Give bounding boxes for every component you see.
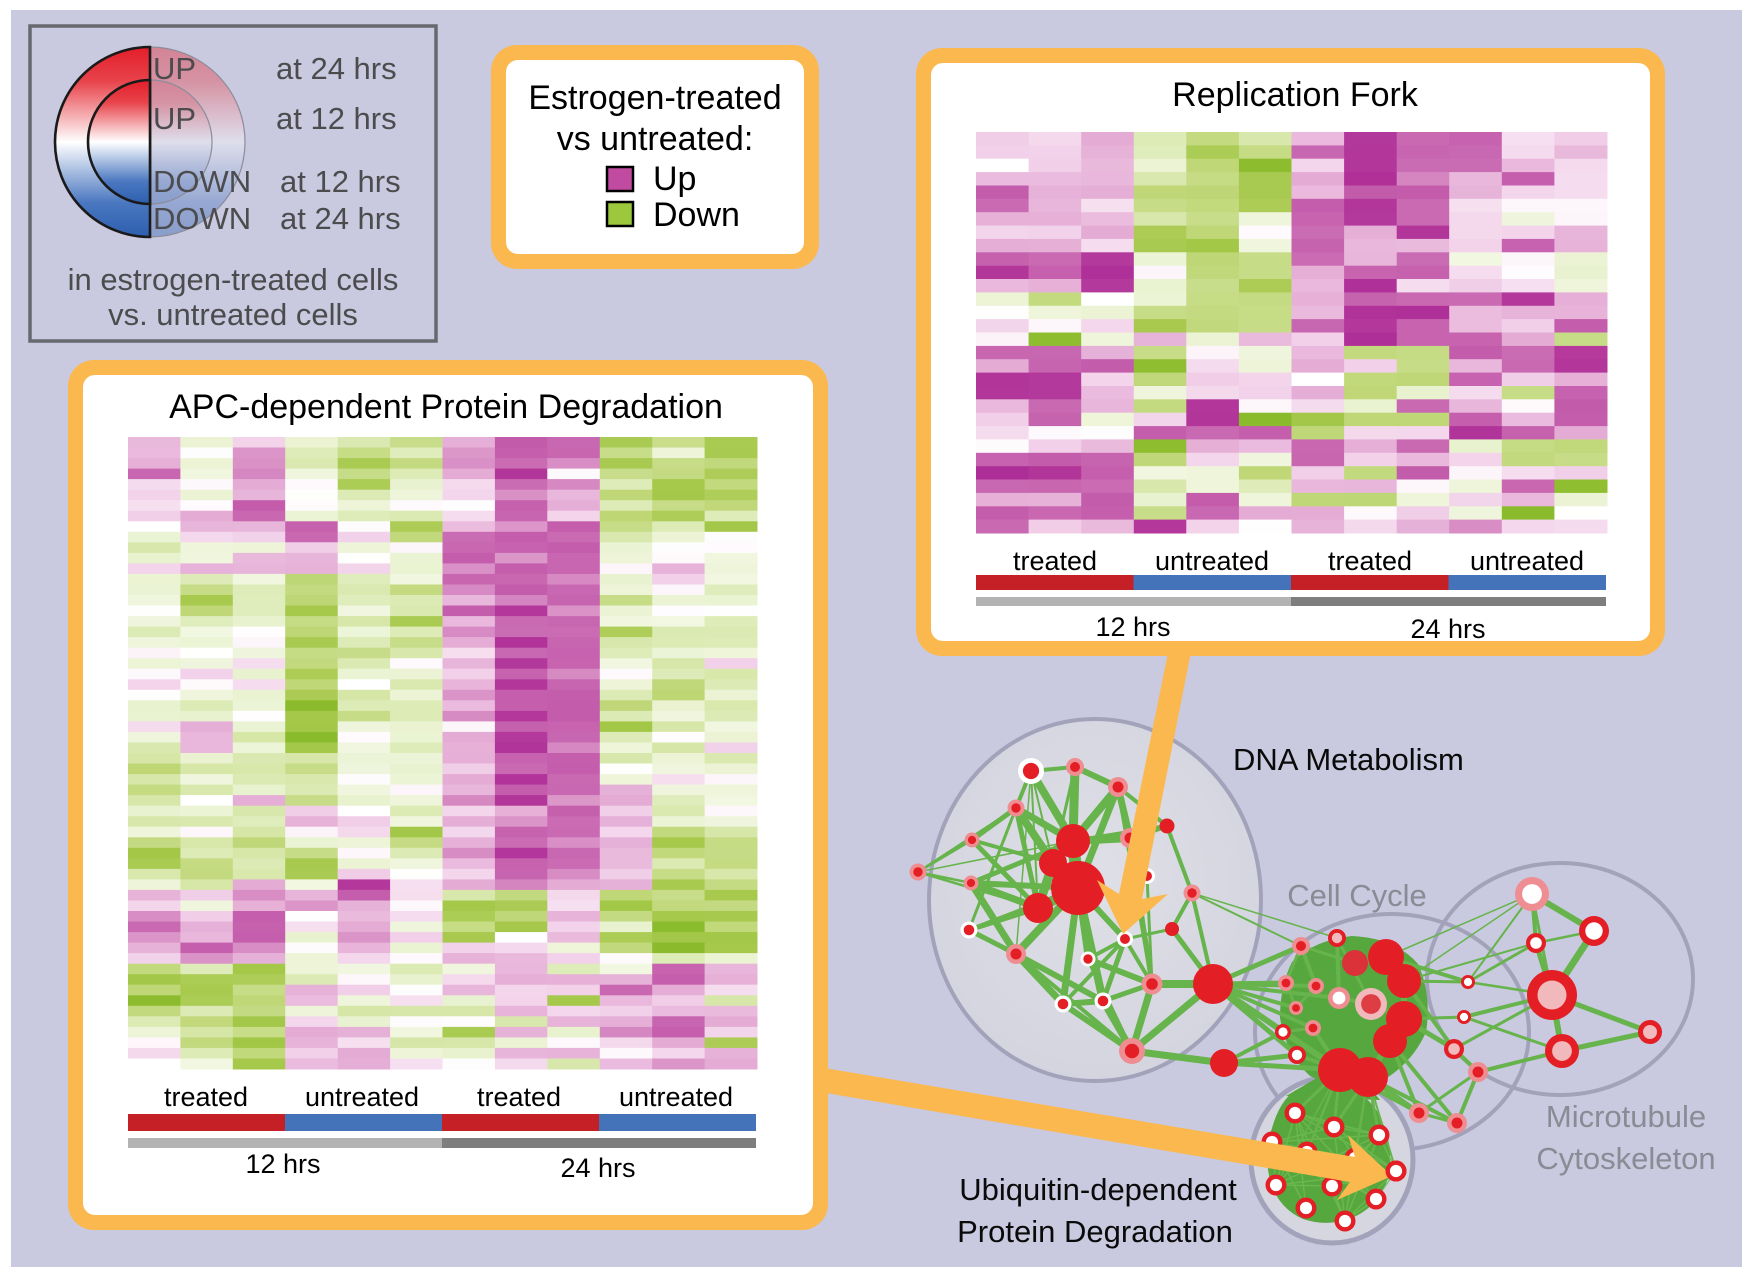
svg-text:at 12 hrs: at 12 hrs bbox=[280, 164, 401, 199]
svg-text:DNA Metabolism: DNA Metabolism bbox=[1233, 742, 1464, 777]
svg-text:untreated: untreated bbox=[1155, 546, 1269, 576]
svg-text:Cell Cycle: Cell Cycle bbox=[1287, 878, 1427, 913]
svg-text:Up: Up bbox=[653, 160, 696, 198]
svg-text:UP: UP bbox=[153, 101, 196, 136]
svg-text:at 12 hrs: at 12 hrs bbox=[276, 101, 397, 136]
svg-text:Replication Fork: Replication Fork bbox=[1172, 76, 1419, 114]
svg-text:Down: Down bbox=[653, 196, 740, 234]
svg-text:vs untreated:: vs untreated: bbox=[557, 120, 754, 158]
svg-text:DOWN: DOWN bbox=[153, 201, 251, 236]
svg-text:untreated: untreated bbox=[1470, 546, 1584, 576]
svg-text:treated: treated bbox=[1013, 546, 1097, 576]
svg-text:treated: treated bbox=[1328, 546, 1412, 576]
svg-text:in estrogen-treated cells: in estrogen-treated cells bbox=[68, 262, 399, 297]
svg-text:vs. untreated cells: vs. untreated cells bbox=[108, 297, 358, 332]
svg-text:12 hrs: 12 hrs bbox=[1095, 612, 1170, 642]
svg-text:treated: treated bbox=[477, 1082, 561, 1112]
svg-text:at 24 hrs: at 24 hrs bbox=[280, 201, 401, 236]
svg-text:DOWN: DOWN bbox=[153, 164, 251, 199]
svg-text:untreated: untreated bbox=[619, 1082, 733, 1112]
svg-text:Microtubule: Microtubule bbox=[1546, 1099, 1706, 1134]
svg-text:24 hrs: 24 hrs bbox=[1410, 614, 1485, 644]
svg-text:UP: UP bbox=[153, 51, 196, 86]
svg-text:Cytoskeleton: Cytoskeleton bbox=[1536, 1141, 1715, 1176]
svg-text:Ubiquitin-dependent: Ubiquitin-dependent bbox=[959, 1172, 1237, 1207]
svg-text:Estrogen-treated: Estrogen-treated bbox=[528, 79, 781, 117]
svg-text:untreated: untreated bbox=[305, 1082, 419, 1112]
svg-text:treated: treated bbox=[164, 1082, 248, 1112]
svg-text:at 24 hrs: at 24 hrs bbox=[276, 51, 397, 86]
svg-text:12 hrs: 12 hrs bbox=[245, 1149, 320, 1179]
svg-text:24 hrs: 24 hrs bbox=[560, 1153, 635, 1183]
svg-text:APC-dependent Protein Degradat: APC-dependent Protein Degradation bbox=[169, 388, 723, 426]
svg-text:Protein Degradation: Protein Degradation bbox=[957, 1214, 1233, 1249]
